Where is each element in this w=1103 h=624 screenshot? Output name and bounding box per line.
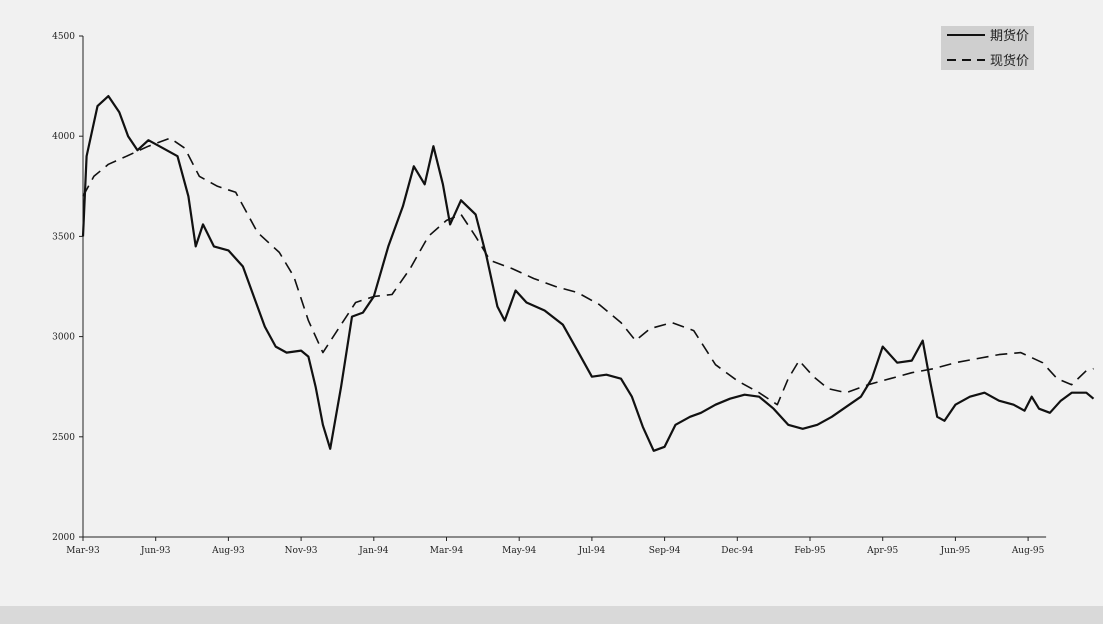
legend: 期货价 现货价 (941, 26, 1034, 70)
x-tick-label: Dec-94 (721, 546, 753, 556)
series-line-futures (81, 95, 1095, 452)
series-line-spot (82, 137, 1094, 406)
y-tick-label: 4000 (52, 132, 75, 142)
legend-box (941, 26, 1034, 70)
x-tick-label: Jul-94 (578, 546, 606, 556)
x-tick-label: Sep-94 (649, 546, 681, 556)
x-tick-label: Feb-95 (794, 546, 826, 556)
legend-label-futures: 期货价 (990, 28, 1029, 44)
x-tick-label: Jan-94 (358, 546, 389, 556)
x-tick-label: Mar-94 (430, 546, 464, 556)
y-tick-label: 3500 (52, 232, 75, 242)
y-tick-label: 4500 (52, 32, 75, 42)
line-chart: 2000 2500 3000 3500 4000 4500 Mar-93 Jun-93 Aug-… (52, 26, 1095, 556)
y-tick-label: 3000 (52, 333, 75, 343)
series-group (81, 95, 1095, 452)
y-tick-label: 2500 (52, 433, 75, 443)
axes-group: 2000 2500 3000 3500 4000 4500 Mar-93 Jun-93 Aug-… (52, 32, 1047, 556)
x-tick-label: Nov-93 (285, 546, 318, 556)
x-tick-label: Apr-95 (866, 546, 898, 556)
x-tick-label: Jun-93 (140, 546, 171, 556)
y-tick-label: 2000 (52, 533, 75, 543)
x-tick-label: Mar-93 (66, 546, 100, 556)
x-tick-label: Aug-93 (211, 546, 245, 556)
x-tick-label: Jun-95 (940, 546, 971, 556)
x-tick-label: Aug-95 (1011, 546, 1045, 556)
legend-label-spot: 现货价 (990, 53, 1029, 69)
x-tick-label: May-94 (502, 546, 536, 556)
bottom-scan-strip (0, 606, 1103, 624)
